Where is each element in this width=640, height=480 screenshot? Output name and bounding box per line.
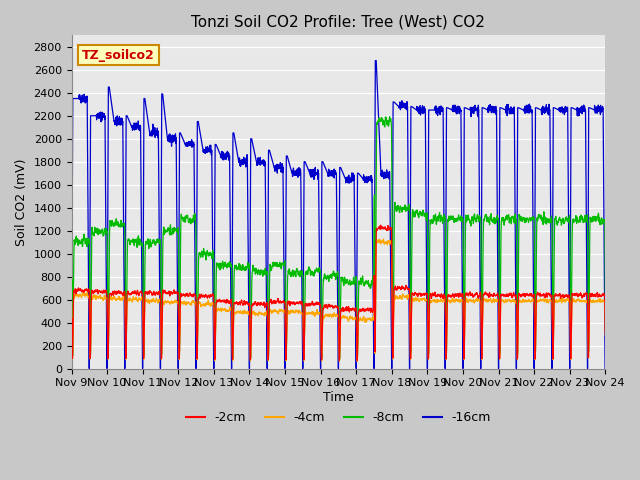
Y-axis label: Soil CO2 (mV): Soil CO2 (mV) <box>15 158 28 246</box>
Legend: -2cm, -4cm, -8cm, -16cm: -2cm, -4cm, -8cm, -16cm <box>180 406 496 429</box>
X-axis label: Time: Time <box>323 391 354 404</box>
Title: Tonzi Soil CO2 Profile: Tree (West) CO2: Tonzi Soil CO2 Profile: Tree (West) CO2 <box>191 15 485 30</box>
Text: TZ_soilco2: TZ_soilco2 <box>82 48 155 61</box>
